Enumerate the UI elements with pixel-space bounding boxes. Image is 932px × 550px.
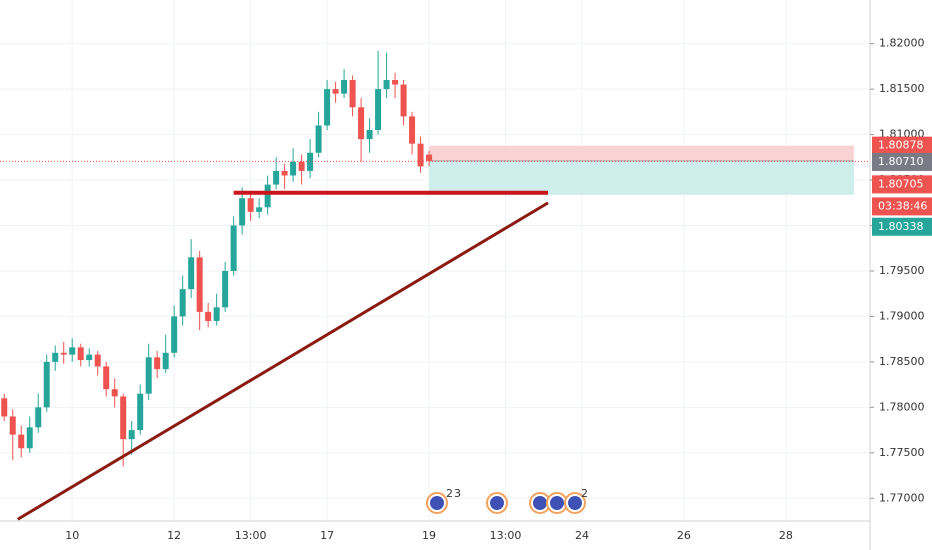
stop-zone [429, 145, 854, 161]
candle-body [205, 311, 212, 321]
event-badge: 3 [454, 487, 461, 500]
x-tick-label: 13:00 [235, 529, 267, 542]
candle-body [213, 307, 220, 321]
candle-body [358, 107, 365, 140]
candle-body [383, 80, 390, 90]
candle-body [128, 430, 135, 440]
countdown: 03:38:46 [878, 199, 927, 212]
candle-body [60, 352, 67, 355]
target-label-bg [872, 217, 932, 236]
candle-body [315, 125, 322, 153]
candle-body [171, 316, 178, 353]
candle-body [103, 366, 110, 390]
candle-body [341, 80, 348, 94]
candle-body [94, 354, 101, 367]
candle-body [188, 257, 195, 290]
y-tick-label: 1.77000 [879, 491, 925, 504]
target-label: 1.80338 [878, 220, 924, 233]
candle-body [392, 80, 399, 85]
candle-body [69, 347, 76, 355]
x-tick-label: 24 [575, 529, 589, 542]
candle-body [426, 154, 433, 161]
candle-body [145, 357, 152, 394]
candle-body [290, 161, 297, 176]
candle-body [400, 84, 407, 117]
candle-body [307, 152, 314, 171]
y-tick-label: 1.77500 [879, 446, 925, 459]
candle-body [417, 143, 424, 167]
event-icon [490, 496, 504, 510]
candle-body [111, 389, 118, 397]
candle-body [9, 416, 16, 435]
trend-line [17, 201, 549, 521]
y-tick-label: 1.78000 [879, 400, 925, 413]
y-tick-label: 1.81500 [879, 82, 925, 95]
candle-body [332, 89, 339, 94]
x-tick-label: 10 [65, 529, 79, 542]
x-tick-label: 17 [320, 529, 334, 542]
candle-body [264, 184, 271, 208]
candle-body [179, 289, 186, 317]
candle-body [154, 357, 161, 370]
candle-body [281, 170, 288, 176]
axes: 1.77000 1.77500 1.78000 1.78500 1.79000 1.795… [65, 37, 932, 542]
candle-body [222, 270, 229, 308]
stop-label: 1.80878 [878, 139, 924, 152]
y-tick-label: 1.79000 [879, 309, 925, 322]
y-tick-label: 1.82000 [879, 37, 925, 50]
candle-body [196, 257, 203, 312]
candle-body [366, 130, 373, 140]
last-price-label-bg [872, 175, 932, 194]
event-icon [430, 496, 444, 510]
candle-body [43, 361, 50, 408]
candle-body [409, 116, 416, 144]
candle-body [1, 398, 8, 417]
candle-body [120, 396, 127, 440]
event-icon [568, 496, 582, 510]
x-tick-label: 26 [677, 529, 691, 542]
candle-body [256, 207, 263, 212]
x-tick-label: 13:00 [490, 529, 522, 542]
candle-body [375, 89, 382, 131]
candle-body [298, 161, 305, 171]
event-icon [550, 496, 564, 510]
target-zone [429, 160, 854, 195]
candle-body [247, 198, 254, 212]
candle-body [86, 354, 93, 361]
countdown-bg [872, 197, 932, 216]
candle-body [239, 198, 246, 226]
event-badge: 2 [446, 487, 453, 500]
event-icon [533, 496, 547, 510]
candle-body [18, 434, 25, 449]
candle-body [349, 80, 356, 108]
x-tick-label: 12 [167, 529, 181, 542]
x-tick-label: 28 [779, 529, 793, 542]
candle-body [230, 225, 237, 271]
stop-label-bg [872, 136, 932, 155]
y-tick-label: 1.79500 [879, 264, 925, 277]
entry-label-bg [872, 152, 932, 171]
entry-label: 1.80710 [878, 155, 924, 168]
event-badge: 2 [581, 487, 588, 500]
candle-body [137, 393, 144, 431]
candle-body [324, 89, 331, 126]
candle-body [26, 427, 33, 449]
candle-body [273, 170, 280, 185]
y-tick-label: 1.78500 [879, 355, 925, 368]
candle-body [35, 407, 42, 428]
x-tick-label: 19 [422, 529, 436, 542]
grid [0, 0, 870, 521]
candle-body [77, 347, 84, 361]
candle-body [52, 352, 59, 362]
candle-body [162, 352, 169, 370]
last-price-label: 1.80705 [878, 177, 924, 190]
